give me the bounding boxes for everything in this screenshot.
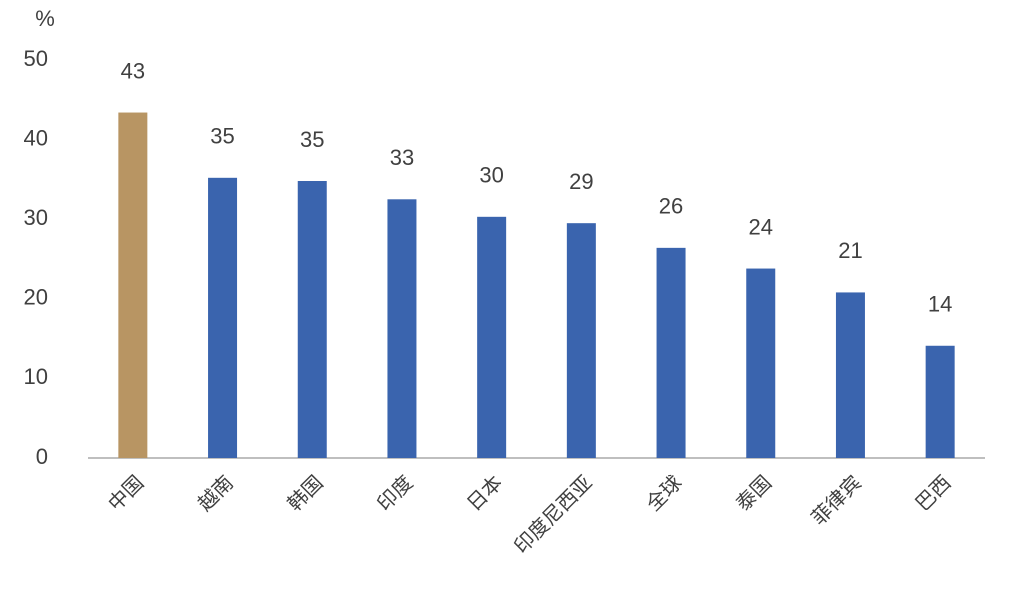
bar (566, 223, 596, 458)
bar (118, 112, 148, 458)
x-tick-label: 全球 (641, 470, 686, 515)
y-tick-label: 20 (24, 285, 48, 310)
value-label: 43 (121, 58, 145, 83)
x-tick-label: 印度尼西亚 (509, 470, 597, 558)
x-tick-label: 印度 (372, 470, 417, 515)
y-tick-label: 30 (24, 205, 48, 230)
bar (835, 292, 865, 458)
y-tick-label: 50 (24, 46, 48, 71)
value-label: 26 (659, 194, 683, 219)
bar (656, 247, 686, 458)
value-label: 14 (928, 292, 952, 317)
value-label: 24 (749, 214, 773, 239)
y-tick-label: 40 (24, 125, 48, 150)
x-tick-label: 日本 (462, 470, 507, 515)
value-label: 29 (569, 169, 593, 194)
value-label: 35 (210, 124, 234, 149)
value-label: 35 (300, 127, 324, 152)
bar (387, 199, 417, 459)
value-label: 33 (390, 145, 414, 170)
bar (297, 180, 327, 458)
value-label: 21 (838, 238, 862, 263)
y-unit: % (35, 6, 55, 31)
x-tick-label: 泰国 (731, 470, 776, 515)
x-tick-label: 菲律宾 (806, 470, 865, 529)
bar (208, 177, 238, 459)
x-tick-label: 巴西 (910, 470, 955, 515)
bar (925, 345, 955, 458)
x-tick-label: 中国 (103, 470, 148, 515)
value-label: 30 (479, 163, 503, 188)
y-tick-label: 10 (24, 364, 48, 389)
bar (477, 216, 507, 458)
x-tick-label: 韩国 (282, 470, 327, 515)
y-tick-label: 0 (36, 444, 48, 469)
x-tick-label: 越南 (193, 470, 238, 515)
bar (746, 268, 776, 458)
